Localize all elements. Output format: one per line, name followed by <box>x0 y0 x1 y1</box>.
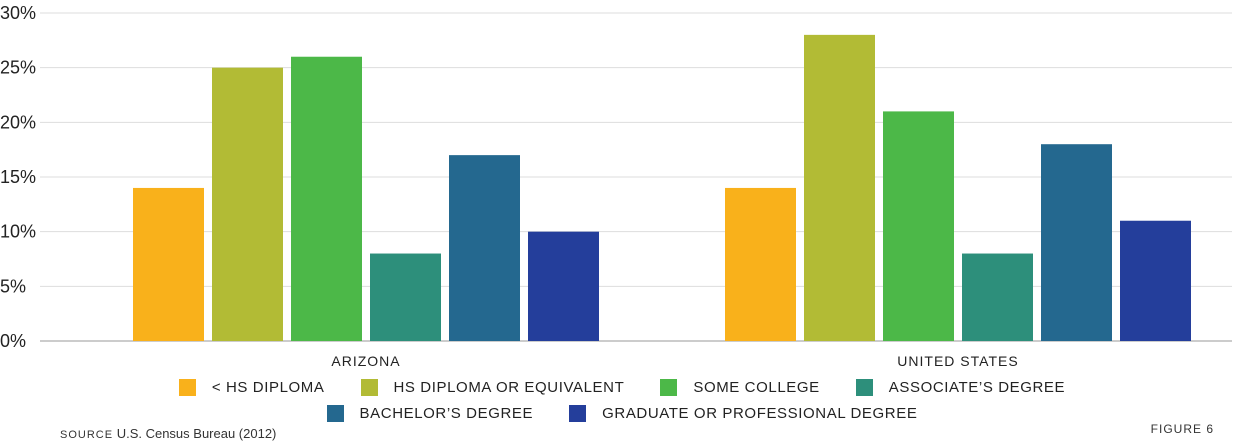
legend-item: GRADUATE OR PROFESSIONAL DEGREE <box>569 404 918 422</box>
bar <box>291 56 362 341</box>
legend-item: < HS DIPLOMA <box>178 378 325 396</box>
x-category-label: ARIZONA <box>331 353 400 369</box>
legend-swatch <box>360 378 378 396</box>
legend-swatch <box>569 404 587 422</box>
legend-row: BACHELOR’S DEGREE GRADUATE OR PROFESSIONA… <box>0 400 1244 426</box>
legend-swatch <box>178 378 196 396</box>
figure-label: FIGURE 6 <box>1150 422 1214 436</box>
bars <box>133 34 1191 342</box>
y-axis: 0% 5% 10% 15% 20% 25% 30% <box>0 3 36 351</box>
legend-label: ASSOCIATE’S DEGREE <box>888 378 1066 396</box>
y-tick-label: 20% <box>0 112 36 132</box>
legend-item: SOME COLLEGE <box>660 378 820 396</box>
bar <box>370 253 441 341</box>
bar <box>133 187 204 341</box>
legend-label: GRADUATE OR PROFESSIONAL DEGREE <box>602 404 918 422</box>
legend-row: < HS DIPLOMA HS DIPLOMA OR EQUIVALENT SOME… <box>0 374 1244 400</box>
y-tick-label: 10% <box>0 222 36 242</box>
bar <box>1120 220 1191 341</box>
legend: < HS DIPLOMA HS DIPLOMA OR EQUIVALENT SOME… <box>0 374 1244 426</box>
bar-chart: 0% 5% 10% 15% 20% 25% 30% ARIZONA UNITED STATES <box>0 3 1232 369</box>
legend-swatch <box>855 378 873 396</box>
legend-label: HS DIPLOMA OR EQUIVALENT <box>393 378 625 396</box>
bar <box>883 111 954 342</box>
bar <box>449 155 520 341</box>
bar <box>962 253 1033 341</box>
y-tick-label: 15% <box>0 167 36 187</box>
x-axis: ARIZONA UNITED STATES <box>331 353 1018 369</box>
legend-swatch <box>326 404 344 422</box>
legend-label: < HS DIPLOMA <box>211 378 325 396</box>
x-category-label: UNITED STATES <box>897 353 1018 369</box>
legend-swatch <box>660 378 678 396</box>
y-tick-label: 5% <box>0 276 26 296</box>
y-tick-label: 25% <box>0 58 36 78</box>
source-label: SOURCE <box>60 429 114 441</box>
y-tick-label: 0% <box>0 331 26 351</box>
legend-item: ASSOCIATE’S DEGREE <box>855 378 1066 396</box>
bar <box>1041 144 1112 341</box>
legend-label: BACHELOR’S DEGREE <box>359 404 534 422</box>
legend-label: SOME COLLEGE <box>693 378 820 396</box>
legend-item: HS DIPLOMA OR EQUIVALENT <box>360 378 625 396</box>
legend-item: BACHELOR’S DEGREE <box>326 404 534 422</box>
bar <box>528 231 599 341</box>
bar <box>725 187 796 341</box>
y-tick-label: 30% <box>0 3 36 23</box>
source-note: SOURCE U.S. Census Bureau (2012) <box>60 426 276 441</box>
source-text: U.S. Census Bureau (2012) <box>116 426 277 441</box>
bar <box>804 34 875 341</box>
bar <box>212 67 283 342</box>
